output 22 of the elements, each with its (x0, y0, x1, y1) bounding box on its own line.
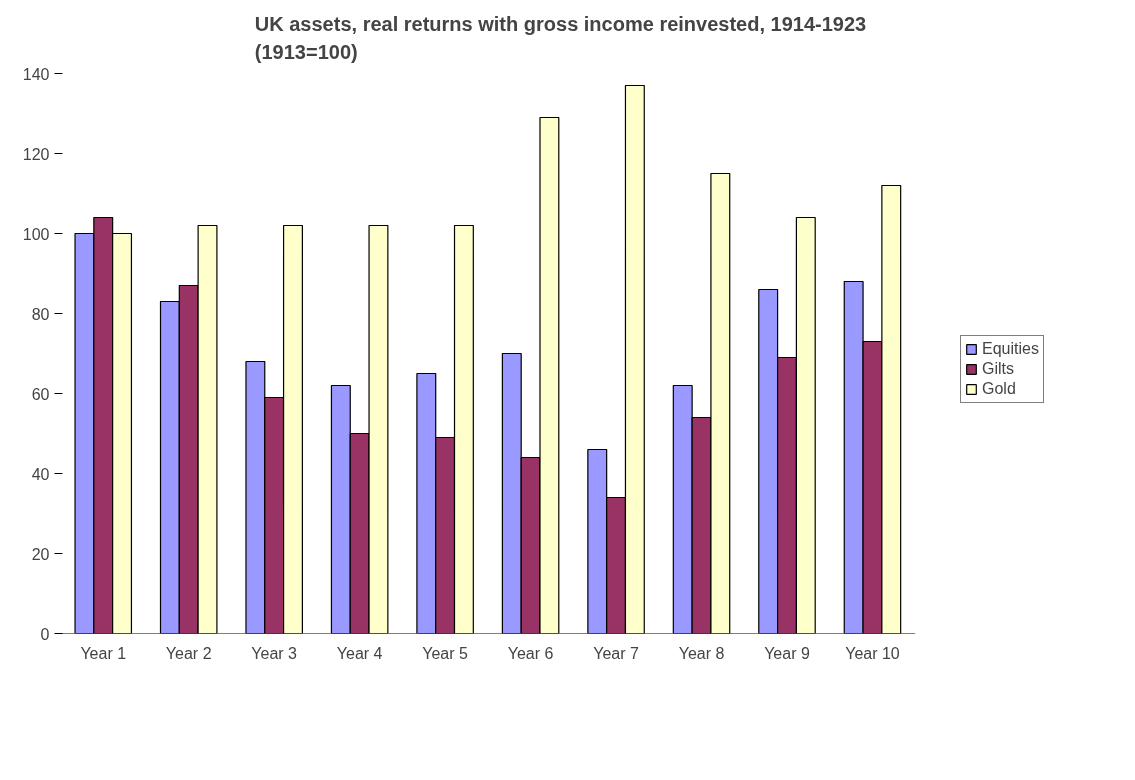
y-tick-label: 20 (31, 545, 50, 563)
y-tick-label: 0 (40, 625, 50, 643)
y-tick-label: 100 (22, 225, 50, 243)
y-tick-label: 40 (31, 465, 50, 483)
y-tick-label: 120 (22, 145, 50, 163)
legend-label: Gold (982, 380, 1016, 398)
y-tick-label: 140 (22, 65, 50, 83)
x-tick-label: Year 1 (80, 644, 127, 662)
x-tick-label: Year 2 (165, 644, 212, 662)
y-tick-label: 60 (31, 385, 50, 403)
legend-label: Gilts (982, 360, 1014, 378)
x-tick-label: Year 3 (251, 644, 298, 662)
y-tick-label: 80 (31, 305, 50, 323)
x-tick-label: Year 6 (507, 644, 554, 662)
x-tick-label: Year 5 (422, 644, 469, 662)
x-tick-label: Year 9 (764, 644, 810, 662)
chart-title: UK assets, real returns with gross income reinvested, 1914-1923 (1913=100) (254, 12, 867, 64)
x-tick-label: Year 7 (593, 644, 639, 662)
x-tick-label: Year 4 (336, 644, 383, 662)
legend-label: Equities (982, 340, 1039, 358)
x-tick-label: Year 10 (845, 644, 900, 662)
x-tick-label: Year 8 (678, 644, 725, 662)
